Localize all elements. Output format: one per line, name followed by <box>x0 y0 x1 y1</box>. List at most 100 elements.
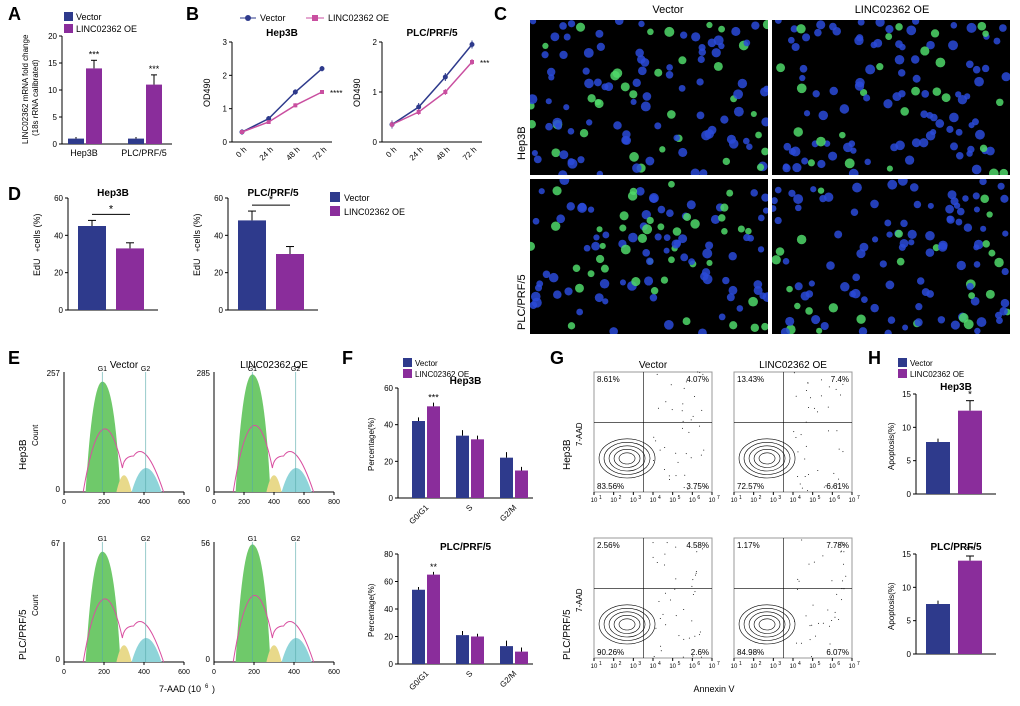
panel-c-label: C <box>494 4 507 25</box>
svg-text:83.56%: 83.56% <box>597 482 624 491</box>
svg-text:5: 5 <box>818 661 821 667</box>
svg-text:7-AAD: 7-AAD <box>575 422 584 446</box>
svg-text:20: 20 <box>54 269 63 278</box>
svg-text:10: 10 <box>650 498 657 504</box>
svg-text:Count: Count <box>31 594 40 616</box>
svg-text:4.07%: 4.07% <box>686 375 709 384</box>
svg-text:**: ** <box>430 562 438 572</box>
svg-text:7: 7 <box>717 661 720 667</box>
svg-text:Vector: Vector <box>910 359 933 368</box>
svg-text:4: 4 <box>798 661 801 667</box>
svg-text:3.75%: 3.75% <box>686 482 709 491</box>
panel-b-chart: VectorLINC02362 OEHep3B0123OD4900 h24 h4… <box>192 12 492 182</box>
svg-text:10: 10 <box>630 498 637 504</box>
svg-text:600: 600 <box>328 669 340 676</box>
svg-text:2: 2 <box>619 661 622 667</box>
svg-text:1: 1 <box>739 495 742 501</box>
svg-text:10: 10 <box>750 498 757 504</box>
svg-text:3: 3 <box>223 38 228 47</box>
svg-text:G2: G2 <box>141 536 150 543</box>
svg-text:10: 10 <box>630 664 637 670</box>
panel-f-label: F <box>342 348 353 369</box>
svg-text:2.6%: 2.6% <box>691 648 709 657</box>
svg-text:7.78%: 7.78% <box>826 541 849 550</box>
svg-text:G2/M: G2/M <box>498 669 518 689</box>
svg-text:S: S <box>464 503 474 513</box>
svg-text:***: *** <box>149 64 160 74</box>
panel-h-chart: VectorLINC02362 OEHep3B051015Apoptosis(%… <box>878 358 1013 698</box>
svg-text:Hep3B: Hep3B <box>266 28 298 39</box>
svg-text:cells (%): cells (%) <box>192 213 202 248</box>
svg-text:800: 800 <box>328 499 340 506</box>
svg-text:S: S <box>464 669 474 679</box>
svg-text:4: 4 <box>658 495 661 501</box>
svg-text:15: 15 <box>48 59 57 68</box>
svg-text:7: 7 <box>717 495 720 501</box>
svg-text:10: 10 <box>591 664 598 670</box>
svg-text:20: 20 <box>214 269 223 278</box>
svg-text:*: * <box>109 203 114 215</box>
svg-text:0 h: 0 h <box>234 145 248 159</box>
svg-text:3: 3 <box>778 495 781 501</box>
svg-text:15: 15 <box>902 550 911 559</box>
svg-text:20: 20 <box>48 32 57 41</box>
svg-text:5: 5 <box>678 661 681 667</box>
svg-text:PLC/PRF/5: PLC/PRF/5 <box>440 542 492 553</box>
svg-text:10: 10 <box>591 498 598 504</box>
svg-text:0: 0 <box>206 485 211 494</box>
svg-text:G2: G2 <box>291 536 300 543</box>
panel-g-row-hep3b: Hep3B <box>562 439 573 470</box>
svg-text:G1: G1 <box>98 536 107 543</box>
svg-text:10: 10 <box>770 664 777 670</box>
svg-text:10: 10 <box>849 498 856 504</box>
svg-text:7.4%: 7.4% <box>831 375 849 384</box>
svg-text:200: 200 <box>98 669 110 676</box>
panel-a-chart: VectorLINC02362 OE05101520LINC02362 mRNA… <box>14 12 184 182</box>
svg-text:Apoptosis(%): Apoptosis(%) <box>887 422 896 470</box>
svg-text:10: 10 <box>689 498 696 504</box>
svg-text:200: 200 <box>248 669 260 676</box>
svg-text:2: 2 <box>759 661 762 667</box>
micrograph-plc-vector <box>530 179 768 334</box>
svg-text:OD490: OD490 <box>202 78 212 107</box>
svg-text:5: 5 <box>907 617 912 626</box>
svg-text:6.07%: 6.07% <box>826 648 849 657</box>
svg-text:PLC/PRF/5: PLC/PRF/5 <box>121 148 167 158</box>
svg-text:400: 400 <box>138 669 150 676</box>
svg-text:Hep3B: Hep3B <box>70 148 98 158</box>
svg-text:cells (%): cells (%) <box>32 213 42 248</box>
svg-text:Hep3B: Hep3B <box>97 188 129 199</box>
svg-text:10: 10 <box>750 664 757 670</box>
svg-text:0: 0 <box>59 306 64 315</box>
svg-text:48 h: 48 h <box>434 145 451 162</box>
svg-text:72.57%: 72.57% <box>737 482 764 491</box>
svg-text:Vector: Vector <box>415 359 438 368</box>
svg-text:0: 0 <box>389 660 394 669</box>
svg-text:7: 7 <box>857 661 860 667</box>
svg-text:10: 10 <box>809 498 816 504</box>
svg-text:LINC02362 OE: LINC02362 OE <box>76 24 137 34</box>
svg-text:5: 5 <box>818 495 821 501</box>
panel-e-label: E <box>8 348 20 369</box>
panel-e-chart: Vector25700200400600G1G2CountLINC02362 O… <box>20 358 340 698</box>
svg-text:5: 5 <box>678 495 681 501</box>
svg-text:6: 6 <box>837 661 840 667</box>
svg-text:40: 40 <box>214 231 223 240</box>
svg-text:257: 257 <box>47 369 61 378</box>
svg-text:Vector: Vector <box>344 193 370 203</box>
svg-text:Count: Count <box>31 424 40 446</box>
svg-text:0: 0 <box>907 490 912 499</box>
svg-text:6: 6 <box>697 661 700 667</box>
svg-text:Percentage(%): Percentage(%) <box>367 417 376 471</box>
svg-text:1: 1 <box>599 661 602 667</box>
svg-text:10: 10 <box>610 498 617 504</box>
svg-text:60: 60 <box>54 194 63 203</box>
svg-text:72 h: 72 h <box>461 145 478 162</box>
svg-text:0: 0 <box>206 655 211 664</box>
svg-text:G1: G1 <box>98 366 107 373</box>
svg-text:40: 40 <box>54 231 63 240</box>
svg-text:10: 10 <box>610 664 617 670</box>
svg-text:600: 600 <box>298 499 310 506</box>
svg-text:3: 3 <box>778 661 781 667</box>
svg-text:10: 10 <box>849 664 856 670</box>
